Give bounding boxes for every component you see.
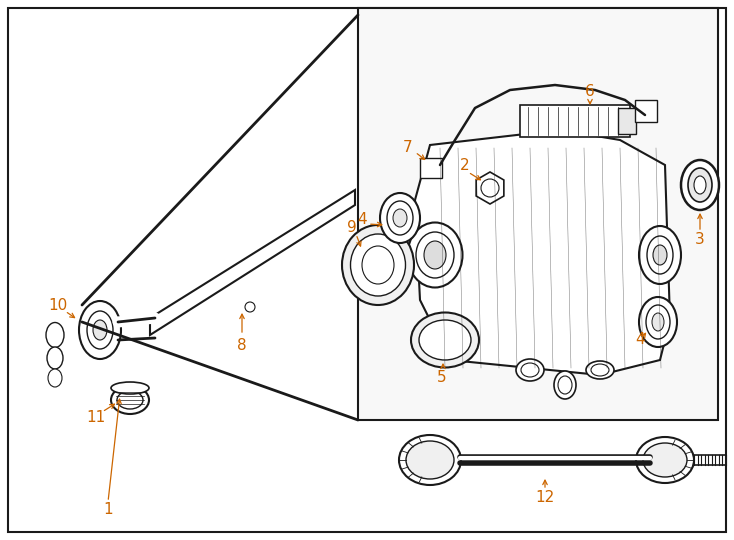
Text: 1: 1 <box>103 503 113 517</box>
Ellipse shape <box>653 245 667 265</box>
Ellipse shape <box>419 320 471 360</box>
Ellipse shape <box>521 363 539 377</box>
Bar <box>635 100 657 122</box>
Ellipse shape <box>586 361 614 379</box>
Bar <box>420 158 442 178</box>
Text: 5: 5 <box>437 370 447 386</box>
Ellipse shape <box>47 347 63 369</box>
Ellipse shape <box>639 297 677 347</box>
Polygon shape <box>415 130 670 375</box>
Ellipse shape <box>380 193 420 243</box>
Ellipse shape <box>387 201 413 235</box>
Ellipse shape <box>591 364 609 376</box>
Text: 4: 4 <box>635 333 644 348</box>
Ellipse shape <box>351 234 405 296</box>
Circle shape <box>481 179 499 197</box>
Ellipse shape <box>117 391 143 409</box>
Ellipse shape <box>643 443 687 477</box>
Bar <box>520 105 630 137</box>
Ellipse shape <box>46 322 64 348</box>
Text: 4: 4 <box>357 213 367 227</box>
Polygon shape <box>150 190 355 335</box>
Ellipse shape <box>416 232 454 278</box>
Ellipse shape <box>411 313 479 368</box>
Ellipse shape <box>516 359 544 381</box>
Ellipse shape <box>48 369 62 387</box>
Ellipse shape <box>342 225 414 305</box>
Ellipse shape <box>646 305 670 339</box>
Ellipse shape <box>111 386 149 414</box>
Ellipse shape <box>647 236 673 274</box>
Ellipse shape <box>554 371 576 399</box>
Ellipse shape <box>639 226 681 284</box>
Text: 11: 11 <box>87 410 106 426</box>
Ellipse shape <box>407 222 462 287</box>
Text: 12: 12 <box>535 490 555 505</box>
Text: 2: 2 <box>460 158 470 172</box>
Ellipse shape <box>558 376 572 394</box>
Ellipse shape <box>79 301 121 359</box>
Ellipse shape <box>87 311 113 349</box>
Text: 8: 8 <box>237 338 247 353</box>
Ellipse shape <box>681 160 719 210</box>
Bar <box>358 8 718 420</box>
Text: 3: 3 <box>695 233 705 247</box>
Ellipse shape <box>111 382 149 394</box>
Text: 7: 7 <box>403 140 413 156</box>
Ellipse shape <box>424 241 446 269</box>
Ellipse shape <box>399 435 461 485</box>
Ellipse shape <box>362 246 394 284</box>
Text: 9: 9 <box>347 220 357 235</box>
Text: 6: 6 <box>585 84 595 99</box>
Ellipse shape <box>406 441 454 479</box>
Circle shape <box>245 302 255 312</box>
Ellipse shape <box>652 313 664 331</box>
Ellipse shape <box>688 168 712 202</box>
Ellipse shape <box>636 437 694 483</box>
Ellipse shape <box>694 176 706 194</box>
Ellipse shape <box>93 320 107 340</box>
Bar <box>618 108 636 134</box>
Text: 10: 10 <box>48 298 68 313</box>
Ellipse shape <box>393 209 407 227</box>
